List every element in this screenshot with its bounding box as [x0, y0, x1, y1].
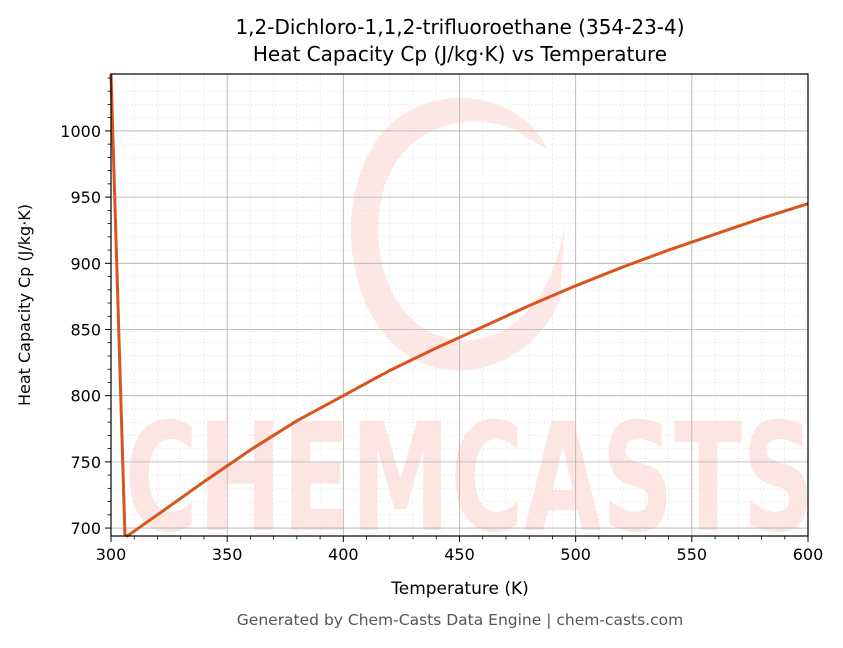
x-axis-ticks: 300 350 400 450 500 550 600 [96, 536, 824, 564]
x-axis-label: Temperature (K) [390, 579, 529, 599]
series-layer [109, 73, 809, 538]
x-tick-label: 300 [96, 545, 127, 564]
y-tick-label: 900 [70, 254, 101, 273]
x-tick-label: 500 [560, 545, 591, 564]
chart-subtitle: Heat Capacity Cp (J/kg·K) vs Temperature [253, 42, 667, 66]
y-tick-label: 700 [70, 519, 101, 538]
watermark-text: CHEMCASTS [125, 392, 815, 566]
y-axis-label: Heat Capacity Cp (J/kg·K) [15, 204, 34, 406]
chart-title: 1,2-Dichloro-1,1,2-trifluoroethane (354-… [235, 15, 684, 39]
x-tick-label: 600 [793, 545, 824, 564]
y-axis-ticks: 700 750 800 850 900 950 1000 [60, 77, 111, 538]
footer-credit: Generated by Chem-Casts Data Engine | ch… [237, 611, 683, 629]
watermark-logo: CHEMCASTS [125, 97, 815, 566]
y-tick-label: 950 [70, 188, 101, 207]
x-tick-label: 350 [212, 545, 243, 564]
x-tick-label: 400 [328, 545, 359, 564]
series-line-0 [109, 73, 809, 538]
y-tick-label: 1000 [60, 122, 101, 141]
x-tick-label: 450 [444, 545, 475, 564]
y-tick-label: 800 [70, 387, 101, 406]
x-tick-label: 550 [677, 545, 708, 564]
y-tick-label: 750 [70, 453, 101, 472]
y-tick-label: 850 [70, 320, 101, 339]
